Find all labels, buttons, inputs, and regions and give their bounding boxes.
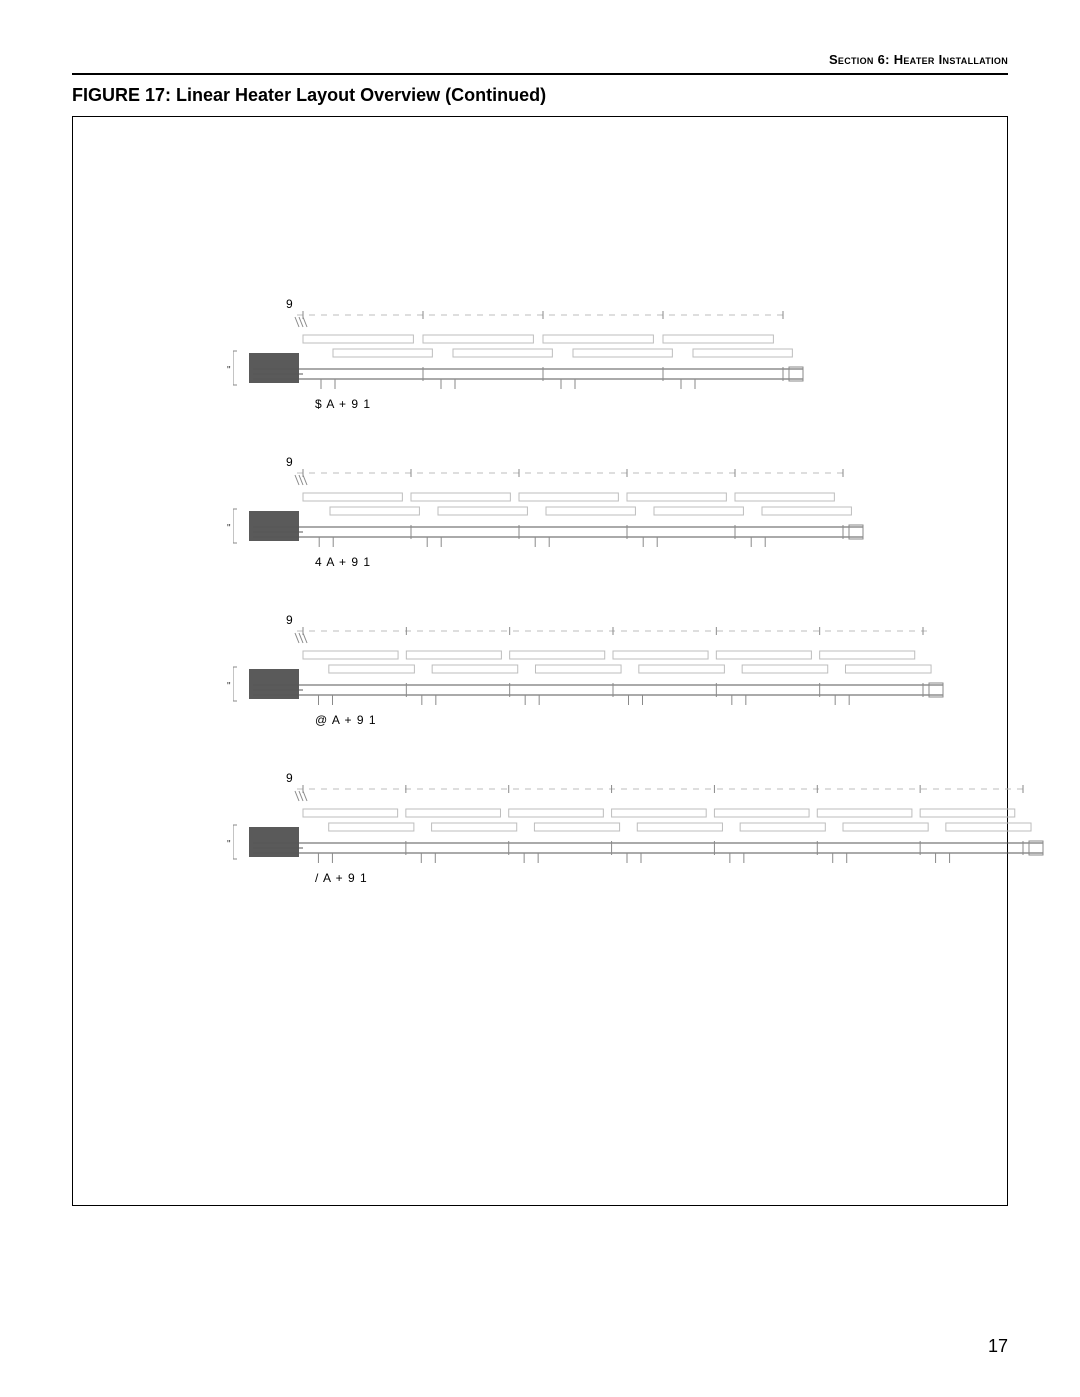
heater-diagram-svg <box>233 627 973 707</box>
diagram-top-label: 9 <box>286 455 293 469</box>
section-header: Section 6: Heater Installation <box>72 52 1008 67</box>
heater-diagram-svg <box>233 785 1073 865</box>
heater-diagram-svg <box>233 311 833 391</box>
diagram-bottom-label: / A + 9 1 <box>315 871 368 885</box>
figure-box: 9 " $ A + 9 1 9 " 4 A + 9 1 9 " @ A + 9 … <box>72 116 1008 1206</box>
diagram-dim-label: " <box>227 365 231 376</box>
heater-diagram-row: 9 " $ A + 9 1 <box>153 297 1007 455</box>
diagram-top-label: 9 <box>286 297 293 311</box>
diagram-dim-label: " <box>227 681 231 692</box>
heater-diagram-svg <box>233 469 893 549</box>
diagram-top-label: 9 <box>286 771 293 785</box>
diagram-bottom-label: $ A + 9 1 <box>315 397 371 411</box>
figure-title: FIGURE 17: Linear Heater Layout Overview… <box>72 85 1008 106</box>
diagram-top-label: 9 <box>286 613 293 627</box>
diagram-bottom-label: @ A + 9 1 <box>315 713 377 727</box>
page-number: 17 <box>988 1336 1008 1357</box>
diagram-bottom-label: 4 A + 9 1 <box>315 555 371 569</box>
document-page: Section 6: Heater Installation FIGURE 17… <box>0 0 1080 1397</box>
diagram-dim-label: " <box>227 839 231 850</box>
diagram-dim-label: " <box>227 523 231 534</box>
header-rule <box>72 73 1008 75</box>
heater-diagram-row: 9 " @ A + 9 1 <box>153 613 1007 771</box>
heater-diagram-row: 9 " 4 A + 9 1 <box>153 455 1007 613</box>
heater-diagram-row: 9 " / A + 9 1 <box>153 771 1007 929</box>
